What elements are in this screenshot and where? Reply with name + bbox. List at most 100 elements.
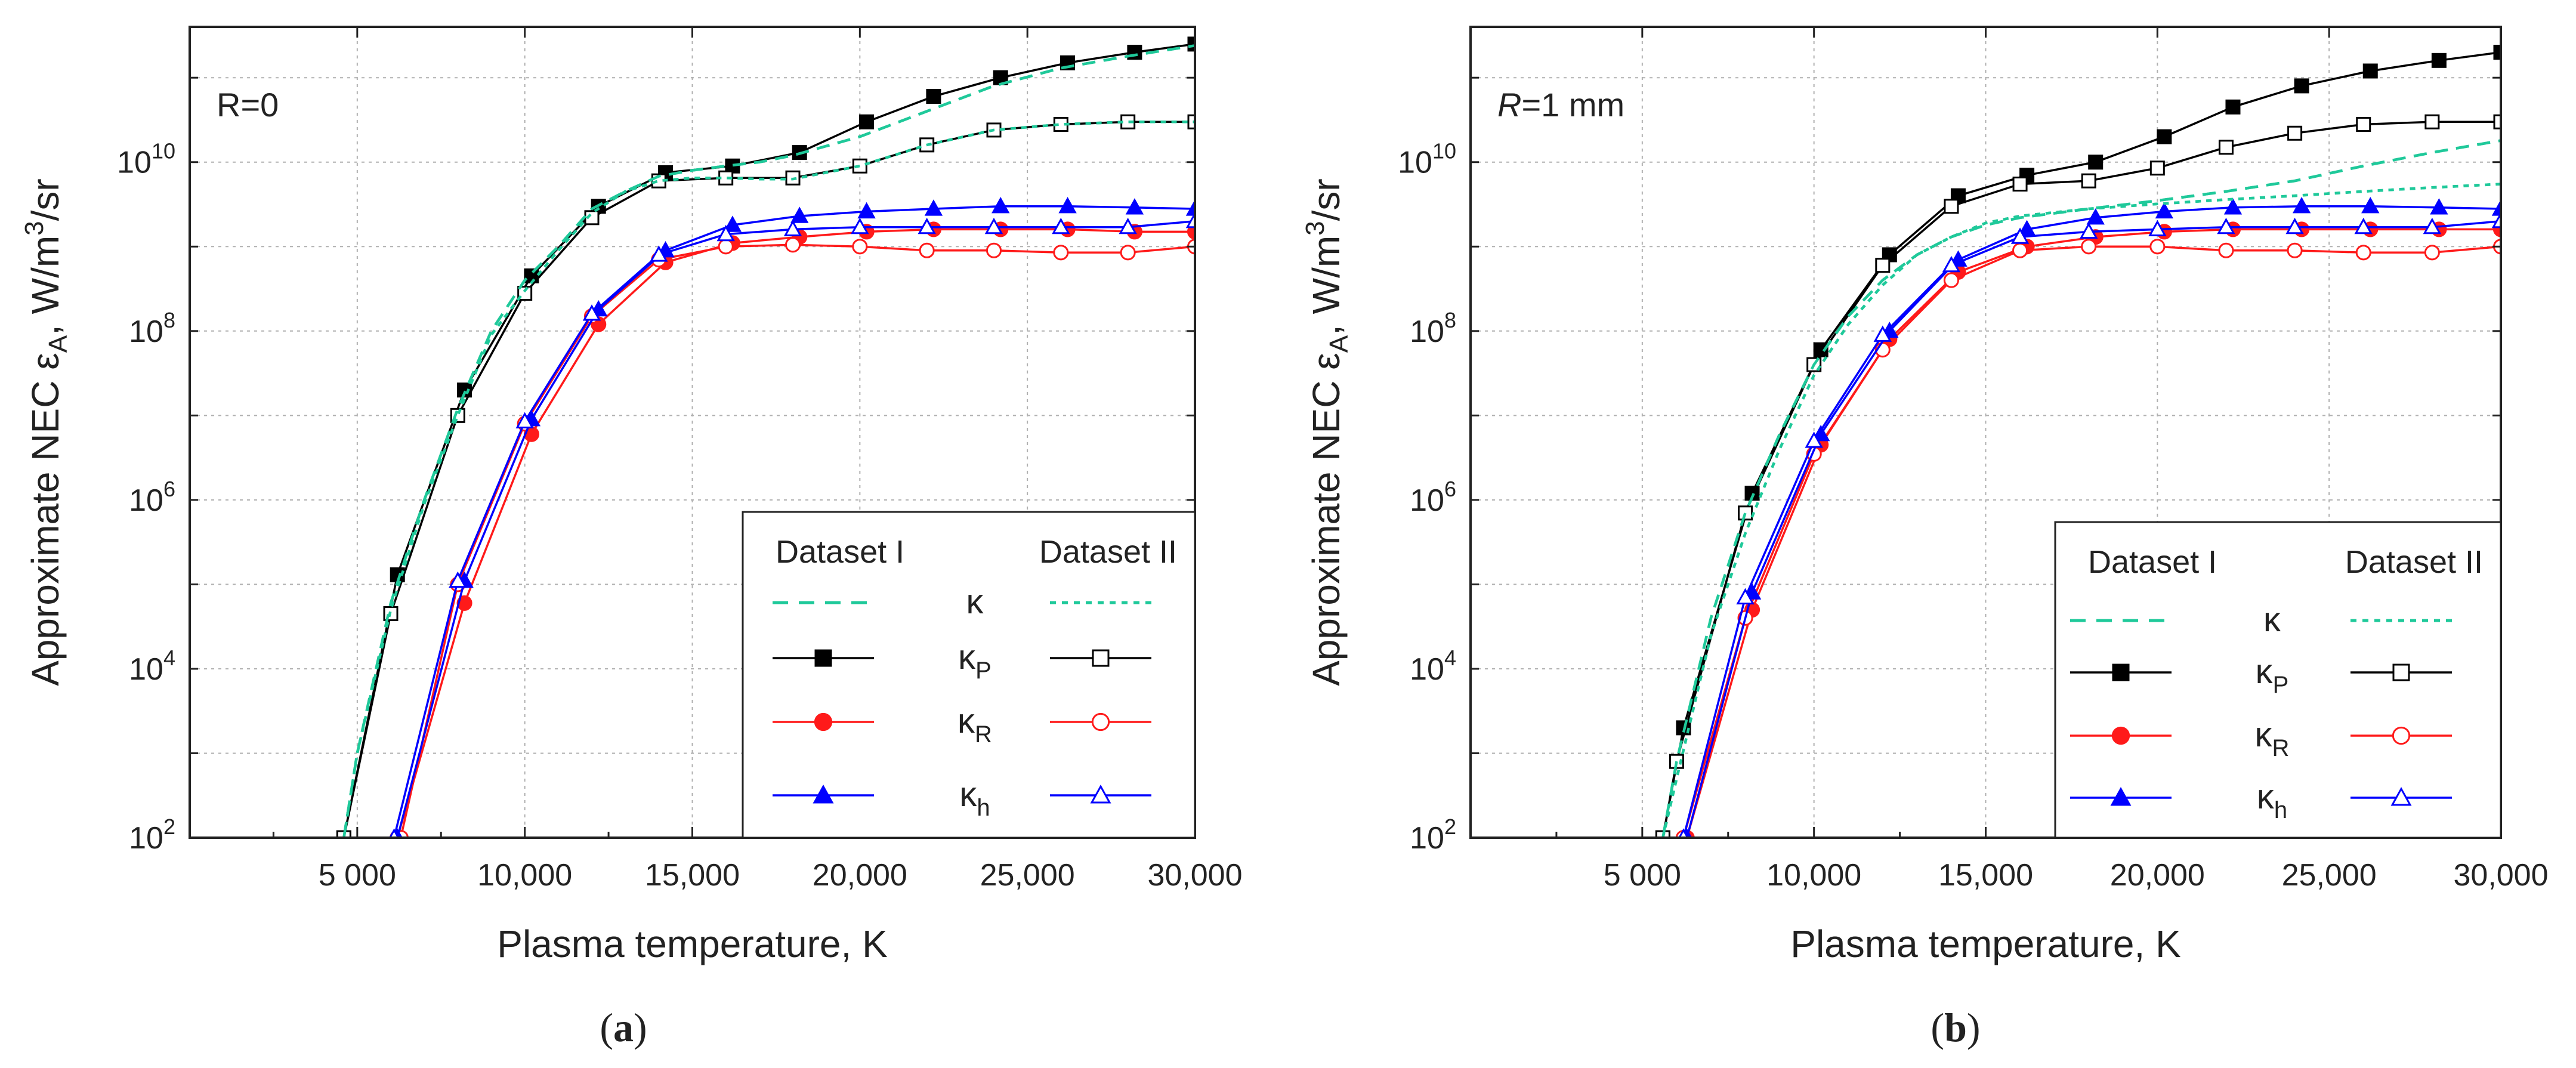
y-tick-label: 106: [1410, 477, 1456, 518]
data-point: [2430, 198, 2448, 215]
legend-symbol-base: κ: [2263, 600, 2281, 639]
y-tick-label: 108: [129, 308, 175, 349]
panel-annotation-value: =0: [240, 86, 279, 124]
data-point: [2155, 202, 2174, 219]
data-point: [851, 217, 869, 234]
data-point: [582, 304, 601, 321]
data-point: [2491, 211, 2501, 229]
panel-caption-paren-close: ): [634, 1005, 647, 1050]
legend-marker: [1091, 712, 1110, 731]
y-tick-label-base: 10: [129, 483, 163, 518]
data-point: [2424, 114, 2440, 129]
legend-symbol: κR: [957, 702, 992, 748]
y-axis-title-subscript: A: [1324, 335, 1354, 353]
legend-symbol-base: κ: [959, 775, 977, 814]
chart-panel-a: 5 000 10,000 15,000 20,000 25,000 30,00010210…: [20, 26, 1243, 965]
data-point: [1185, 199, 1195, 216]
legend-symbol-base: κ: [957, 702, 975, 740]
data-point: [1736, 588, 1755, 604]
y-tick-label-exponent: 6: [163, 477, 175, 501]
data-point: [852, 158, 867, 174]
legend-marker: [2390, 786, 2412, 806]
data-point: [2088, 155, 2104, 170]
y-tick-label-exponent: 4: [1444, 646, 1456, 670]
panel-caption-paren-open: (: [1931, 1005, 1944, 1050]
data-point: [2361, 197, 2380, 214]
data-point: [2423, 217, 2442, 234]
plot-area: [1655, 45, 2501, 838]
data-point: [2354, 217, 2373, 234]
y-tick-label-exponent: 10: [152, 139, 175, 163]
series-line-overlay: [342, 120, 1195, 838]
x-tick-label: 30,000: [2453, 858, 2548, 893]
chart-panel-b: 5 000 10,000 15,000 20,000 25,000 30,00010210…: [1301, 26, 2549, 965]
data-point: [716, 224, 735, 242]
data-point: [857, 202, 876, 219]
data-point: [1943, 272, 1959, 288]
data-point: [2493, 114, 2501, 129]
panel-caption-paren-close: ): [1967, 1005, 1981, 1050]
data-point: [1944, 199, 1959, 214]
y-axis-title-mid: , W/m: [24, 236, 67, 335]
data-point: [2081, 173, 2096, 189]
panel-caption: (a): [600, 1005, 647, 1050]
data-point: [2149, 239, 2166, 255]
data-point: [1125, 198, 1144, 215]
legend-box: [2054, 521, 2502, 839]
data-point: [1058, 197, 1077, 214]
legend-symbol-base: κ: [2256, 652, 2274, 691]
data-point: [1120, 245, 1136, 261]
series-line-overlay: [342, 44, 1195, 838]
legend-symbol-base: κ: [966, 582, 984, 621]
legend-symbol: κP: [2256, 652, 2289, 698]
y-tick-label-exponent: 8: [1444, 308, 1456, 332]
y-tick-label-exponent: 8: [163, 308, 175, 332]
data-point: [2431, 53, 2447, 68]
legend-header-dataset-2: Dataset II: [2345, 544, 2483, 580]
y-tick-label-base: 10: [117, 146, 152, 180]
y-tick-label-exponent: 2: [163, 814, 175, 839]
y-axis-title-superscript: 3: [20, 221, 49, 235]
y-tick-label: 1010: [1398, 139, 1456, 180]
panel-annotation-value: =1 mm: [1521, 86, 1624, 124]
legend-symbol-base: κ: [2257, 777, 2275, 816]
data-point: [790, 206, 809, 223]
data-point: [1185, 211, 1195, 229]
legend-box: [742, 511, 1196, 839]
data-point: [1942, 255, 1961, 273]
data-point: [2292, 197, 2311, 214]
panel-caption-letter: b: [1944, 1005, 1967, 1050]
legend-symbol-subscript: h: [2274, 797, 2287, 823]
data-point: [2148, 220, 2167, 237]
legend-marker: [1092, 649, 1110, 667]
legend-header-dataset-1: Dataset I: [2088, 544, 2217, 580]
data-point: [2218, 242, 2234, 258]
data-point: [2491, 199, 2501, 216]
panel-annotation-variable: R: [217, 86, 240, 124]
data-point: [2356, 116, 2371, 132]
data-point: [449, 571, 467, 588]
data-point: [783, 220, 802, 237]
panel-caption-letter: a: [613, 1005, 634, 1050]
x-axis-title: Plasma temperature, K: [497, 922, 888, 965]
legend-symbol-subscript: R: [2272, 735, 2290, 761]
y-tick-label: 104: [1410, 646, 1456, 687]
data-point: [1875, 258, 1891, 273]
panel-caption-paren-open: (: [600, 1005, 613, 1050]
data-point: [2424, 245, 2440, 261]
y-axis-title-suffix: /sr: [24, 178, 67, 221]
x-tick-label: 30,000: [1147, 858, 1242, 893]
legend-marker: [814, 712, 833, 731]
x-tick-label: 25,000: [980, 858, 1075, 893]
legend-marker: [2392, 663, 2410, 681]
x-tick-label: 10,000: [477, 858, 572, 893]
y-axis-title-subscript: A: [44, 335, 73, 353]
data-point: [650, 245, 668, 262]
data-point: [859, 114, 875, 129]
y-axis-title-prefix: Approximate NEC ε: [1305, 353, 1348, 686]
x-tick-label: 20,000: [2110, 858, 2205, 893]
x-tick-label: 15,000: [645, 858, 740, 893]
data-point: [2287, 242, 2303, 258]
legend-symbol-subscript: h: [977, 795, 990, 821]
